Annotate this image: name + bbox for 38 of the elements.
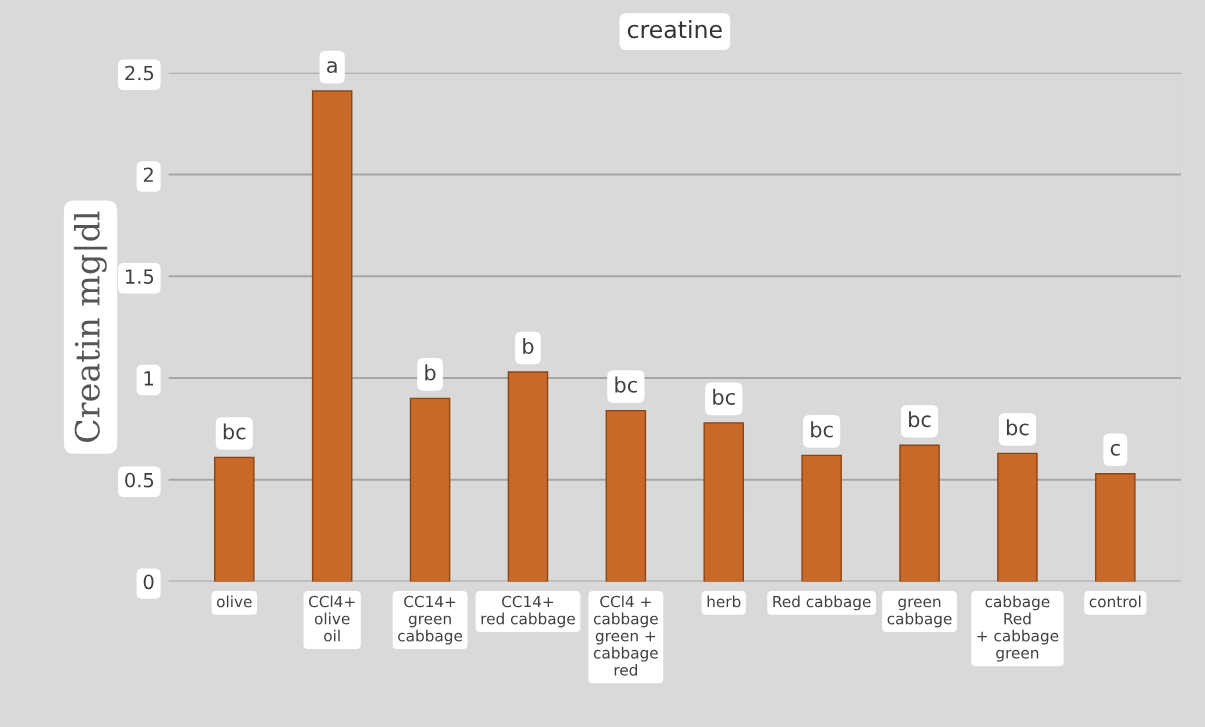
y-tick-label: 1 [144,371,154,386]
x-tick-label: Red cabbage [773,595,871,611]
y-tick-label: 1.5 [126,269,154,284]
annotation: bc [223,423,246,440]
chart-title: creatine [627,20,722,39]
bar [311,90,353,582]
x-tick-label: CCl4+ olive oil [308,595,355,642]
annotation: b [523,337,534,355]
x-tick-label: olive [216,595,252,608]
y-tick-label: 0 [143,574,154,590]
bar [214,456,255,582]
bar [801,454,842,582]
annotation: c [1110,443,1120,456]
y-tick-label: 2 [143,167,153,182]
x-tick-label: cabbage Red + cabbage green [977,595,1059,662]
annotation: bc [1006,419,1029,436]
y-tick-label: 2.5 [125,65,154,81]
bar [605,409,647,582]
annotation: bc [713,388,735,405]
x-tick-label: CC14+ red cabbage [481,595,575,628]
annotation: bc [811,421,833,438]
annotation: a [327,61,337,74]
bar [507,371,549,582]
x-tick-label: CCl4 + cabbage green + cabbage red [593,595,658,676]
y-axis-title: Creatin mg|dl [73,211,108,442]
bar [409,397,451,582]
bar [899,444,940,582]
x-tick-label: green cabbage [887,598,952,628]
x-tick-label: CC14+ green cabbage [398,595,463,645]
y-tick-label: 0.5 [125,472,154,488]
bar [703,422,745,582]
annotation: bc [909,411,931,428]
bar [997,452,1038,582]
annotation: b [425,364,436,381]
x-tick-label: control [1089,595,1141,608]
x-tick-label: herb [707,595,741,608]
annotation: bc [615,376,637,393]
bar [1095,473,1136,582]
